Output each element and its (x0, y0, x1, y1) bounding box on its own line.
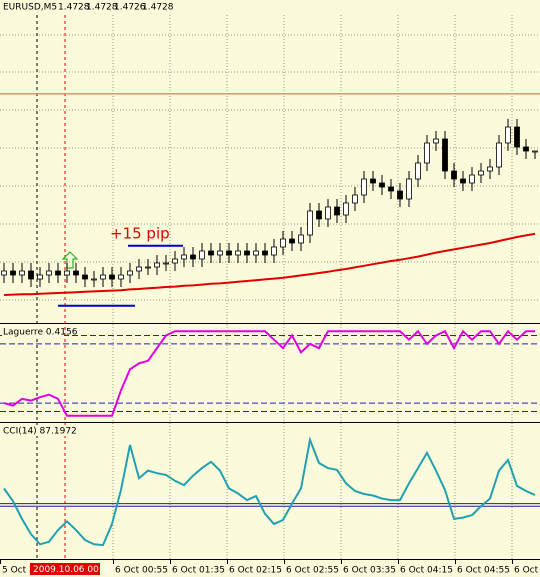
candle-body (388, 186, 394, 192)
marker-label-bg (30, 563, 100, 575)
candle-body (325, 206, 331, 220)
indicator-line (3, 436, 536, 547)
panel-title: CCI(14) 87.1972 (3, 427, 77, 437)
x-tick-label: 6 Oct 04:15 (400, 566, 453, 576)
x-tick-label: 6 Oct 03:35 (343, 566, 396, 576)
candle-body (64, 270, 70, 276)
candle-body (532, 150, 538, 153)
candle-body (280, 238, 286, 248)
candle-body (478, 170, 484, 176)
header-close: 1.4728 (142, 3, 174, 13)
candle-body (172, 258, 178, 264)
candle-body (55, 270, 61, 276)
candle-body (244, 250, 250, 256)
candle-body (496, 142, 502, 168)
candle-body (271, 246, 277, 256)
panel-title: Laguerre 0.4156 (3, 328, 78, 338)
candle-body (127, 270, 133, 276)
x-tick-label: 6 Oct 01:35 (172, 566, 225, 576)
x-tick-label: 6 Oct 05: (514, 566, 540, 576)
candle-body (199, 250, 205, 260)
x-tick-label: 6 Oct 02:15 (229, 566, 282, 576)
candle-body (217, 250, 223, 256)
signal-label: +15 pip (110, 225, 170, 243)
candle-body (262, 250, 268, 256)
candle-body (235, 250, 241, 256)
candle-body (145, 266, 151, 269)
candle-body (1, 270, 7, 276)
candle-body (208, 250, 214, 256)
candle-body (361, 178, 367, 196)
candle-body (352, 194, 358, 204)
candle-body (514, 126, 520, 148)
candle-body (163, 262, 169, 265)
candle-body (424, 142, 430, 164)
layout (0, 15, 540, 560)
candle-body (406, 178, 412, 200)
candle-body (451, 170, 457, 180)
moving-average (3, 232, 536, 296)
candle-body (10, 270, 16, 276)
candle-body (307, 210, 313, 236)
candle-body (136, 266, 142, 272)
x-tick-label: 5 Oct 2 (2, 566, 35, 576)
candle-body (91, 278, 97, 281)
marker-label: 2009.10.06 00:20 (33, 565, 114, 575)
candle-body (100, 274, 106, 280)
x-tick-label: 6 Oct 00:55 (115, 566, 168, 576)
candle-body (19, 270, 25, 276)
candle-body (298, 234, 304, 244)
candle-body (334, 206, 340, 216)
panel-title-bg (2, 326, 64, 337)
candle-body (226, 250, 232, 256)
header-high: 1.4728 (86, 3, 118, 13)
candle-body (118, 274, 124, 280)
candle-body (487, 166, 493, 172)
candle-body (37, 274, 43, 280)
candle-body (397, 190, 403, 200)
candle-body (28, 270, 34, 280)
candle-body (289, 238, 295, 244)
buy-arrow (61, 251, 79, 269)
candle-body (379, 182, 385, 188)
candle-body (442, 138, 448, 172)
candle-body (523, 146, 529, 152)
header-open: 1.4728 (58, 3, 90, 13)
candle-body (181, 254, 187, 260)
chart-title: EURUSD,M5 (3, 3, 57, 13)
candle-body (343, 202, 349, 216)
candle-body (460, 178, 466, 184)
candle-body (505, 126, 511, 144)
candle-body (415, 162, 421, 180)
candle-body (316, 210, 322, 220)
marks: 5 Oct 2 6 Oct 00:55 6 Oct 01:35 6 Oct 02:15… (0, 93, 540, 576)
candle-body (433, 138, 439, 144)
candle-body (370, 178, 376, 184)
candle-body (109, 274, 115, 280)
candle-body (469, 174, 475, 184)
candle-body (253, 250, 259, 256)
panel-title-bg (2, 425, 66, 436)
candle-body (46, 270, 52, 276)
candle-body (190, 254, 196, 260)
candle-body (73, 270, 79, 276)
x-tick-label: 6 Oct 02:55 (286, 566, 339, 576)
x-tick-label: 6 Oct 04:55 (457, 566, 510, 576)
candle-body (82, 274, 88, 280)
indicator-line (3, 329, 535, 417)
candle-body (154, 262, 160, 268)
header-low: 1.4726 (114, 3, 146, 13)
